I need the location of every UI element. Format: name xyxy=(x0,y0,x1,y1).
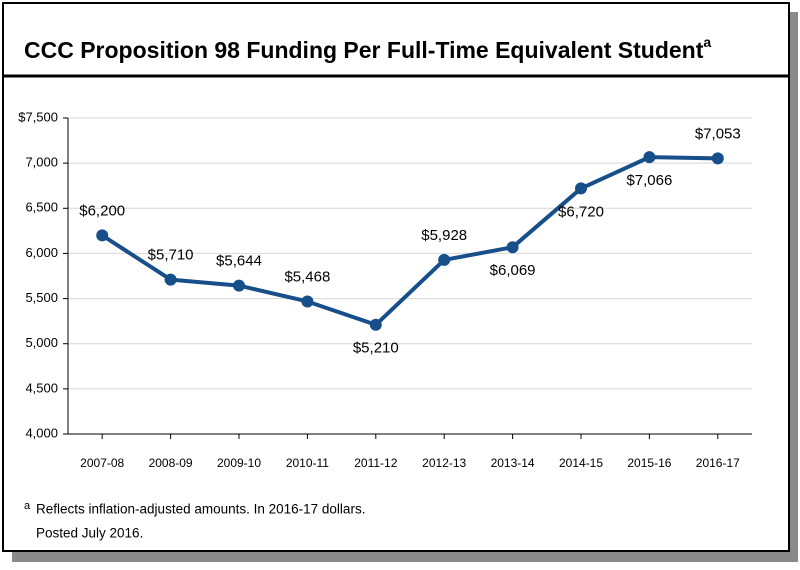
chart-title: CCC Proposition 98 Funding Per Full-Time… xyxy=(24,34,711,63)
x-tick-label: 2012-13 xyxy=(422,456,466,470)
y-tick-label: 4,500 xyxy=(25,380,58,395)
footnote: Reflects inflation-adjusted amounts. In … xyxy=(36,502,365,517)
value-label: $6,720 xyxy=(558,203,604,220)
x-tick-label: 2007-08 xyxy=(80,456,124,470)
value-label: $6,200 xyxy=(79,202,125,219)
y-tick-label: 5,500 xyxy=(25,290,58,305)
x-tick-label: 2015-16 xyxy=(627,456,671,470)
x-tick-label: 2014-15 xyxy=(559,456,603,470)
value-label: $5,468 xyxy=(284,268,330,285)
point xyxy=(301,295,314,308)
x-tick-label: 2011-12 xyxy=(354,456,397,470)
x-tick-label: 2010-11 xyxy=(286,456,329,470)
point xyxy=(164,273,177,286)
x-tick-label: 2009-10 xyxy=(217,456,261,470)
value-label: $5,644 xyxy=(216,253,262,270)
value-label: $5,928 xyxy=(421,227,467,244)
value-label: $7,053 xyxy=(695,125,741,142)
x-tick-label: 2008-09 xyxy=(149,456,193,470)
y-tick-label: 6,500 xyxy=(25,200,58,215)
point xyxy=(506,241,519,254)
footnote-marker: a xyxy=(24,500,31,512)
title-note-marker: a xyxy=(703,34,711,50)
point xyxy=(643,151,656,164)
value-label: $5,710 xyxy=(148,247,194,264)
frame xyxy=(2,2,790,552)
y-tick-label: 7,000 xyxy=(25,155,58,170)
point xyxy=(575,182,587,195)
y-tick-label: $7,500 xyxy=(18,109,58,124)
x-tick-label: 2013-14 xyxy=(491,456,535,470)
point xyxy=(438,253,451,266)
title-text: CCC Proposition 98 Funding Per Full-Time… xyxy=(24,37,704,63)
y-tick-label: 4,000 xyxy=(25,425,58,440)
x-tick-label: 2016-17 xyxy=(696,456,740,470)
point xyxy=(96,229,109,242)
posted-note: Posted July 2016. xyxy=(36,526,143,541)
point xyxy=(711,152,724,165)
value-label: $7,066 xyxy=(626,172,672,189)
value-label: $5,210 xyxy=(353,340,399,357)
y-tick-label: 6,000 xyxy=(25,245,58,260)
line xyxy=(101,155,718,327)
value-label: $6,069 xyxy=(490,262,536,279)
point xyxy=(233,279,245,292)
point xyxy=(369,318,382,331)
y-tick-label: 5,000 xyxy=(25,335,58,350)
